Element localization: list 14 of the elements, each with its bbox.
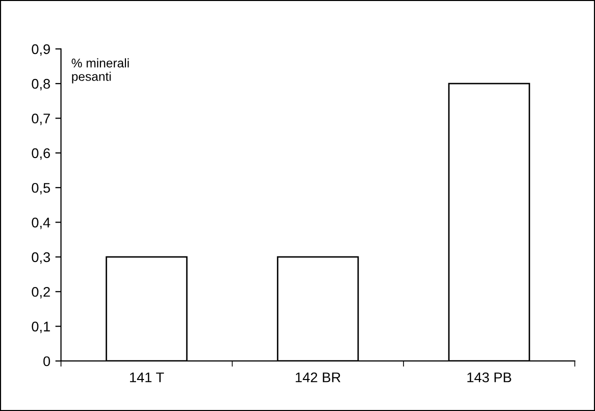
y-tick-label: 0,8 (32, 78, 50, 90)
x-tick-label: 143 PB (467, 372, 512, 382)
y-tick-label: 0,6 (32, 148, 50, 160)
y-tick-label: 0,5 (32, 182, 50, 194)
y-tick-label: 0,7 (32, 114, 50, 126)
y-tick-label: 0,3 (32, 252, 50, 264)
y-tick-label: 0,2 (32, 286, 50, 298)
y-axis-title: % minerali pesanti (72, 58, 129, 84)
x-tick-label: 142 BR (296, 372, 340, 382)
y-tick-label: 0,9 (32, 44, 50, 56)
y-tick-label: 0,1 (32, 322, 50, 334)
x-tick-label: 141 T (130, 372, 164, 382)
y-tick-label: 0,4 (32, 218, 50, 230)
y-tick-label: 0 (43, 356, 50, 366)
